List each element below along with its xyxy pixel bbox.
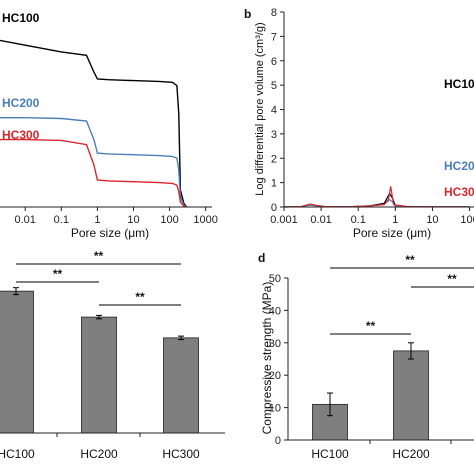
panel-d-bar-chart: d 0 10 20 30 40 50 HC100 HC200 ** ** ** Compressi… (258, 251, 474, 461)
panel-b-x-tick-label: 100 (460, 214, 474, 226)
panel-d-x-tick-label: HC100 (311, 447, 349, 461)
panel-b-differential-chart: b 0 1 2 3 4 5 6 7 8 0.001 0.01 0.1 1 10 100 Log differ… (244, 7, 474, 240)
panel-c-x-tick-label: HC100 (0, 447, 35, 461)
panel-b-x-tick-label: 0.01 (310, 214, 331, 226)
panel-d-significance-stars: ** (366, 319, 376, 333)
panel-c-significance-stars: ** (94, 249, 104, 263)
panel-a-x-tick-label: 100 (160, 214, 178, 226)
panel-b-y-tick-label: 8 (271, 7, 277, 19)
panel-b-y-tick-label: 6 (271, 56, 277, 68)
panel-b-x-tick-label: 10 (426, 214, 438, 226)
panel-b-letter: b (244, 7, 251, 21)
panel-d-bar-hc200 (393, 350, 429, 441)
panel-a-label-hc200: HC200 (2, 96, 40, 110)
panel-b-x-axis-label: Pore size (μm) (353, 226, 431, 240)
panel-b-y-tick-label: 4 (271, 105, 277, 117)
panel-b-label-hc200: HC20 (444, 159, 474, 173)
panel-a-series-line-hc200 (0, 116, 188, 208)
panel-b-series-line-hc300 (283, 186, 470, 208)
panel-c-bar-hc200 (81, 316, 117, 434)
panel-a-x-tick-label: 1000 (193, 214, 217, 226)
panel-b-y-tick-label: 1 (271, 178, 277, 190)
panel-d-y-tick-label: 0 (275, 435, 281, 447)
panel-d-y-tick-label: 40 (269, 305, 281, 317)
panel-d-y-tick-label: 10 (269, 403, 281, 415)
panel-b-x-tick-label: 0.1 (351, 214, 366, 226)
panel-d-significance-stars: ** (447, 272, 457, 286)
panel-a-label-hc100: HC100 (2, 11, 40, 25)
panel-a-cumulative-chart: 0.01 0.1 1 10 100 1000 HC100 HC200 HC300 Pore… (0, 11, 218, 240)
panel-a-x-tick-label: 0.1 (54, 214, 69, 226)
panel-a-series-line-hc100 (0, 39, 188, 208)
panel-d-significance-stars: ** (405, 253, 415, 267)
panel-d-x-tick-label: HC200 (392, 447, 430, 461)
panel-b-label-hc300: HC30 (444, 185, 474, 199)
panel-b-y-tick-label: 3 (271, 129, 277, 141)
panel-c-bar-chart: HC100 HC200 HC300 ** ** ** (0, 249, 225, 461)
panel-a-x-tick-label: 1 (94, 214, 100, 226)
panel-a-x-tick-label: 0.01 (15, 214, 36, 226)
panel-c-x-tick-label: HC300 (162, 447, 200, 461)
panel-c-x-tick-label: HC200 (80, 447, 118, 461)
panel-a-series-line-hc300 (0, 138, 187, 208)
panel-d-letter: d (258, 251, 265, 265)
panel-d-y-tick-label: 30 (269, 338, 281, 350)
panel-c-bar-hc100 (0, 290, 34, 434)
panel-b-y-tick-label: 0 (271, 202, 277, 214)
panel-a-label-hc300: HC300 (2, 128, 40, 142)
panel-b-y-tick-label: 2 (271, 153, 277, 165)
panel-b-x-tick-label: 1 (392, 214, 398, 226)
panel-b-y-axis-label: Log differential pore volume (cm³/g) (254, 22, 266, 195)
panel-b-y-tick-label: 5 (271, 80, 277, 92)
panel-d-y-axis-label: Compressive strength (MPa) (260, 282, 274, 435)
panel-a-x-tick-label: 10 (127, 214, 139, 226)
panel-c-significance-stars: ** (53, 267, 63, 281)
panel-a-x-axis-label: Pore size (μm) (71, 226, 149, 240)
panel-c-significance-stars: ** (135, 290, 145, 304)
panel-c-bar-hc300 (163, 337, 199, 434)
panel-b-label-hc100: HC100 (444, 77, 474, 91)
panel-b-x-tick-label: 0.001 (270, 214, 298, 226)
panel-d-y-tick-label: 50 (269, 273, 281, 285)
panel-b-y-tick-label: 7 (271, 31, 277, 43)
panel-d-y-tick-label: 20 (269, 370, 281, 382)
